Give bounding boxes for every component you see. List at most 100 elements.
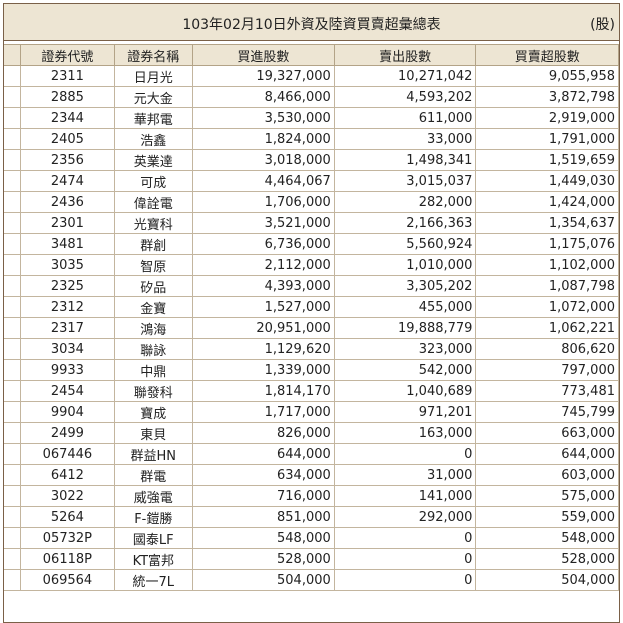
sell-shares-cell: 292,000	[333, 506, 477, 528]
table-row: 3481 群創 6,736,000 5,560,924 1,175,076	[4, 233, 619, 255]
net-shares-cell: 1,072,000	[475, 296, 619, 318]
stock-name-cell: 華邦電	[113, 107, 194, 129]
stock-code-cell: 2474	[20, 170, 115, 192]
stock-name-cell: 國泰LF	[113, 527, 194, 549]
sell-shares-cell: 0	[333, 569, 477, 591]
net-shares-cell: 3,872,798	[475, 86, 619, 108]
stock-code-cell: 9933	[20, 359, 115, 381]
buy-shares-cell: 634,000	[192, 464, 335, 486]
net-shares-cell: 663,000	[475, 422, 619, 444]
stock-code-cell: 3481	[20, 233, 115, 255]
stock-name-cell: 日月光	[113, 65, 194, 87]
net-shares-cell: 1,087,798	[475, 275, 619, 297]
stock-name-cell: 威強電	[113, 485, 194, 507]
stock-name-cell: 群益HN	[113, 443, 194, 465]
buy-shares-cell: 19,327,000	[192, 65, 335, 87]
buy-shares-cell: 1,339,000	[192, 359, 335, 381]
buy-shares-cell: 716,000	[192, 485, 335, 507]
sell-shares-cell: 2,166,363	[333, 212, 477, 234]
stock-name-cell: 聯發科	[113, 380, 194, 402]
buy-shares-cell: 2,112,000	[192, 254, 335, 276]
sell-shares-cell: 33,000	[333, 128, 477, 150]
stock-name-cell: F-鎧勝	[113, 506, 194, 528]
stock-code-cell: 2454	[20, 380, 115, 402]
buy-shares-cell: 3,530,000	[192, 107, 335, 129]
buy-shares-cell: 1,814,170	[192, 380, 335, 402]
stock-code-cell: 3035	[20, 254, 115, 276]
table-body: 2311 日月光 19,327,000 10,271,042 9,055,958 2885…	[4, 65, 619, 591]
buy-shares-cell: 504,000	[192, 569, 335, 591]
row-marker-cell	[4, 86, 22, 108]
table-row: 2311 日月光 19,327,000 10,271,042 9,055,958	[4, 65, 619, 87]
stock-code-cell: 3022	[20, 485, 115, 507]
table-row: 3035 智原 2,112,000 1,010,000 1,102,000	[4, 254, 619, 276]
buy-shares-cell: 826,000	[192, 422, 335, 444]
stock-code-cell: 067446	[20, 443, 115, 465]
net-shares-cell: 2,919,000	[475, 107, 619, 129]
net-shares-cell: 1,354,637	[475, 212, 619, 234]
row-marker-cell	[4, 401, 22, 423]
table-row: 2344 華邦電 3,530,000 611,000 2,919,000	[4, 107, 619, 129]
sell-shares-cell: 971,201	[333, 401, 477, 423]
stock-name-cell: 鴻海	[113, 317, 194, 339]
stock-code-cell: 2317	[20, 317, 115, 339]
buy-shares-cell: 1,706,000	[192, 191, 335, 213]
row-marker-cell	[4, 149, 22, 171]
buy-shares-cell: 20,951,000	[192, 317, 335, 339]
stock-name-cell: 金寶	[113, 296, 194, 318]
stock-code-cell: 2311	[20, 65, 115, 87]
net-shares-cell: 1,449,030	[475, 170, 619, 192]
sell-shares-cell: 5,560,924	[333, 233, 477, 255]
stock-name-cell: 寶成	[113, 401, 194, 423]
buy-shares-cell: 528,000	[192, 548, 335, 570]
stock-name-cell: 偉詮電	[113, 191, 194, 213]
stock-code-cell: 2885	[20, 86, 115, 108]
buy-shares-cell: 3,018,000	[192, 149, 335, 171]
stock-code-cell: 2325	[20, 275, 115, 297]
table-row: 2312 金寶 1,527,000 455,000 1,072,000	[4, 296, 619, 318]
table-row: 2317 鴻海 20,951,000 19,888,779 1,062,221	[4, 317, 619, 339]
row-marker-cell	[4, 485, 22, 507]
sell-shares-cell: 1,010,000	[333, 254, 477, 276]
column-header-net: 買賣超股數	[475, 44, 619, 66]
table-row: 2301 光寶科 3,521,000 2,166,363 1,354,637	[4, 212, 619, 234]
stock-code-cell: 2301	[20, 212, 115, 234]
row-marker-cell	[4, 317, 22, 339]
stock-name-cell: 元大金	[113, 86, 194, 108]
table-row: 067446 群益HN 644,000 0 644,000	[4, 443, 619, 465]
stock-name-cell: 浩鑫	[113, 128, 194, 150]
sell-shares-cell: 611,000	[333, 107, 477, 129]
stock-code-cell: 2405	[20, 128, 115, 150]
buy-shares-cell: 4,393,000	[192, 275, 335, 297]
net-shares-cell: 9,055,958	[475, 65, 619, 87]
table-row: 2405 浩鑫 1,824,000 33,000 1,791,000	[4, 128, 619, 150]
sell-shares-cell: 141,000	[333, 485, 477, 507]
stock-name-cell: 可成	[113, 170, 194, 192]
net-shares-cell: 745,799	[475, 401, 619, 423]
stock-code-cell: 2499	[20, 422, 115, 444]
sell-shares-cell: 0	[333, 548, 477, 570]
stock-code-cell: 3034	[20, 338, 115, 360]
stock-code-cell: 6412	[20, 464, 115, 486]
stock-name-cell: 光寶科	[113, 212, 194, 234]
row-marker-cell	[4, 527, 22, 549]
sell-shares-cell: 31,000	[333, 464, 477, 486]
stock-code-cell: 069564	[20, 569, 115, 591]
net-shares-cell: 1,102,000	[475, 254, 619, 276]
stock-name-cell: KT富邦	[113, 548, 194, 570]
net-shares-cell: 806,620	[475, 338, 619, 360]
row-marker-cell	[4, 128, 22, 150]
stock-name-cell: 群電	[113, 464, 194, 486]
net-shares-cell: 504,000	[475, 569, 619, 591]
sell-shares-cell: 163,000	[333, 422, 477, 444]
row-marker-cell	[4, 380, 22, 402]
stock-name-cell: 智原	[113, 254, 194, 276]
sell-shares-cell: 1,040,689	[333, 380, 477, 402]
net-shares-cell: 548,000	[475, 527, 619, 549]
buy-shares-cell: 4,464,067	[192, 170, 335, 192]
buy-shares-cell: 851,000	[192, 506, 335, 528]
net-shares-cell: 1,062,221	[475, 317, 619, 339]
sell-shares-cell: 3,015,037	[333, 170, 477, 192]
net-shares-cell: 644,000	[475, 443, 619, 465]
buy-shares-cell: 644,000	[192, 443, 335, 465]
